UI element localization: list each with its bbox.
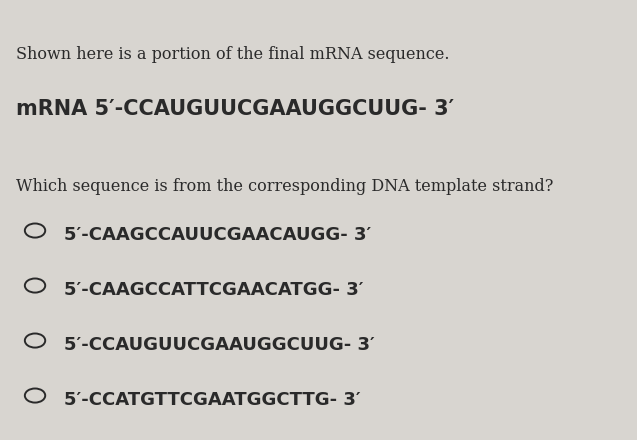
Text: 5′-CCATGTTCGAATGGCTTG- 3′: 5′-CCATGTTCGAATGGCTTG- 3′	[64, 391, 361, 409]
Text: Which sequence is from the corresponding DNA template strand?: Which sequence is from the corresponding…	[16, 178, 554, 195]
Text: 5′-CAAGCCATTCGAACATGG- 3′: 5′-CAAGCCATTCGAACATGG- 3′	[64, 281, 363, 299]
Text: Shown here is a portion of the final mRNA sequence.: Shown here is a portion of the final mRN…	[16, 46, 450, 63]
Text: 5′-CAAGCCAUUCGAACAUGG- 3′: 5′-CAAGCCAUUCGAACAUGG- 3′	[64, 226, 371, 244]
Text: 5′-CCAUGUUCGAAUGGCUUG- 3′: 5′-CCAUGUUCGAAUGGCUUG- 3′	[64, 336, 375, 354]
Text: mRNA 5′-CCAUGUUCGAAUGGCUUG- 3′: mRNA 5′-CCAUGUUCGAAUGGCUUG- 3′	[16, 99, 454, 119]
